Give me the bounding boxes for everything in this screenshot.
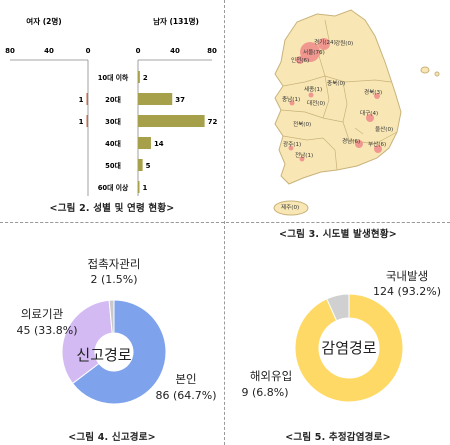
pie5-slice-domestic <box>294 293 404 403</box>
label-daegu: 대구(4) <box>360 109 378 117</box>
age-category-label: 10대 이하 <box>98 73 129 82</box>
female-tick-label: 80 <box>5 47 15 55</box>
pie5-domestic-value: 124 (93.2%) <box>373 285 441 298</box>
pie5-center-label: 감염경로 <box>321 339 376 357</box>
male-bar-value: 37 <box>175 96 185 104</box>
sejong-bubble <box>308 92 314 98</box>
label-jeonbuk: 전북(0) <box>293 120 311 128</box>
label-gwangju: 광주(1) <box>283 141 301 148</box>
pie4-slice-self <box>71 299 167 405</box>
pie5-domestic-name: 국내발생 <box>386 269 428 283</box>
label-incheon: 인천(6) <box>291 56 309 64</box>
label-gyeongnam: 경남(6) <box>342 137 360 145</box>
age-category-label: 40대 <box>105 139 121 148</box>
incheon-bubble <box>296 56 304 64</box>
seoul-bubble <box>300 42 320 62</box>
label-ulsan: 울산(0) <box>375 125 393 133</box>
female-subtitle: 여자 (2명) <box>26 16 61 26</box>
label-sejong: 세종(1) <box>304 85 322 93</box>
male-bar-value: 2 <box>143 74 148 82</box>
figure-4-caption: <그림 4. 신고경로> <box>68 432 156 443</box>
female-tick-label: 0 <box>86 47 91 55</box>
jeonnam-bubble <box>299 156 305 162</box>
age-category-label: 30대 <box>105 117 121 126</box>
pie5-slice-overseas <box>326 293 350 322</box>
pie4-contact-name: 접촉자관리 <box>88 257 141 271</box>
pie4-slice-contact <box>108 299 115 334</box>
pie4-medical-name: 의료기관 <box>21 307 64 321</box>
pie4-self-value: 86 (64.7%) <box>155 389 216 402</box>
horizontal-divider-top-right <box>0 222 450 223</box>
label-gangwon: 강원(0) <box>335 39 353 47</box>
pie4-center-label: 신고경로 <box>76 346 131 364</box>
gyeongnam-bubble <box>355 140 363 148</box>
report-route-panel: 신고경로 접촉자관리 2 (1.5%) 의료기관 45 (33.8%) 본인 8… <box>0 238 224 428</box>
korea-region-map: 강원(0) 경기(24) 서울(76) 인천(6) 세종(1) 충북(0) 충남… <box>273 9 440 216</box>
label-gyeongbuk: 경북(3) <box>364 89 382 96</box>
male-bar <box>138 137 151 149</box>
male-tick-label: 0 <box>136 47 141 55</box>
figure-2-caption: <그림 2. 성별 및 연령 현황> <box>49 203 175 214</box>
label-jeonnam: 전남(1) <box>295 151 313 159</box>
male-bar <box>138 159 143 171</box>
figure-5-caption: <그림 5. 추정감염경로> <box>285 432 391 443</box>
pie4-slice-medical <box>61 299 113 385</box>
ulleungdo-island <box>420 66 430 74</box>
busan-bubble <box>374 145 382 153</box>
report-route-donut-chart: 신고경로 접촉자관리 2 (1.5%) 의료기관 45 (33.8%) 본인 8… <box>16 257 217 405</box>
label-gyeonggi: 경기(24) <box>314 38 336 46</box>
gwangju-bubble <box>288 145 294 151</box>
pie5-overseas-name: 해외유입 <box>250 369 292 383</box>
pie4-medical-value: 45 (33.8%) <box>16 324 77 337</box>
label-busan: 부산(6) <box>368 140 386 148</box>
gyeongbuk-bubble <box>374 93 380 99</box>
pie5-overseas-value: 9 (6.8%) <box>241 386 288 399</box>
age-category-label: 60대 이상 <box>98 183 129 192</box>
age-sex-chart-panel: 여자 (2명) 남자 (131명) 80 40 0 0 40 80 10대 이하 2 20대 1 37 3… <box>0 0 224 222</box>
age-category-label: 20대 <box>105 95 121 104</box>
female-bar <box>86 115 88 127</box>
male-subtitle: 남자 (131명) <box>153 16 199 26</box>
female-bar <box>86 93 88 105</box>
male-bar-value: 1 <box>143 184 148 192</box>
male-bar <box>138 181 140 193</box>
male-bar <box>138 115 205 127</box>
infection-route-panel: 감염경로 국내발생 124 (93.2%) 해외유입 9 (6.8%) <box>225 238 450 428</box>
province-borders <box>280 19 398 171</box>
region-map-panel: 강원(0) 경기(24) 서울(76) 인천(6) 세종(1) 충북(0) 충남… <box>225 0 450 222</box>
label-chungbuk: 충북(0) <box>327 79 345 87</box>
pie4-self-name: 본인 <box>175 372 196 386</box>
age-category-label: 50대 <box>105 161 121 170</box>
gyeonggi-bubble <box>318 38 330 50</box>
label-jeju: 제주(0) <box>281 203 299 211</box>
female-bar-value: 1 <box>79 96 84 104</box>
female-tick-label: 40 <box>44 47 54 55</box>
male-tick-label: 80 <box>207 47 217 55</box>
label-seoul: 서울(76) <box>303 48 325 56</box>
region-bubbles <box>288 38 382 162</box>
jeju-island <box>273 200 309 216</box>
label-chungnam: 충남(1) <box>282 95 300 103</box>
daegu-bubble <box>366 114 374 122</box>
male-bar-value: 14 <box>154 140 164 148</box>
infection-route-donut-chart: 감염경로 국내발생 124 (93.2%) 해외유입 9 (6.8%) <box>241 269 441 403</box>
dokdo-island <box>434 71 440 77</box>
male-tick-label: 40 <box>170 47 180 55</box>
male-bar <box>138 71 140 83</box>
female-bar-value: 1 <box>79 118 84 126</box>
male-bar-value: 5 <box>146 162 151 170</box>
male-bar-value: 72 <box>208 118 218 126</box>
male-bar <box>138 93 173 105</box>
pie4-contact-value: 2 (1.5%) <box>90 273 137 286</box>
age-sex-bar-chart: 여자 (2명) 남자 (131명) 80 40 0 0 40 80 10대 이하 2 20대 1 37 3… <box>5 16 218 196</box>
chungnam-bubble <box>289 100 295 106</box>
figure-3-caption: <그림 3. 시도별 발생현황> <box>279 229 397 240</box>
label-daejeon: 대전(0) <box>307 99 325 107</box>
